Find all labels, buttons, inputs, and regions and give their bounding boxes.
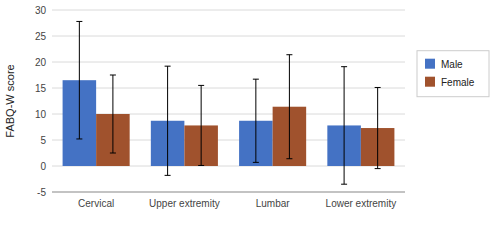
error-bar bbox=[165, 66, 171, 175]
legend-swatch bbox=[425, 59, 435, 69]
x-tick-label: Lower extremity bbox=[326, 198, 397, 209]
x-axis-line bbox=[52, 192, 405, 193]
legend-label: Male bbox=[441, 59, 463, 70]
error-bar bbox=[198, 85, 204, 165]
y-tick-label: 0 bbox=[40, 161, 46, 172]
plot-area bbox=[63, 21, 395, 184]
background bbox=[0, 0, 500, 227]
grid-line bbox=[52, 36, 405, 37]
error-bar bbox=[286, 55, 292, 159]
grid-line bbox=[52, 62, 405, 63]
y-tick-label: 30 bbox=[35, 5, 47, 16]
y-axis: -5 0 5 10 15 20 25 30 bbox=[35, 5, 405, 198]
error-bar bbox=[76, 21, 82, 139]
y-axis-label: FABQ-W score bbox=[4, 64, 16, 137]
y-tick-label: 20 bbox=[35, 57, 47, 68]
y-tick-label: 15 bbox=[35, 83, 47, 94]
y-tick-label: -5 bbox=[37, 187, 46, 198]
x-tick-label: Lumbar bbox=[256, 198, 291, 209]
legend-swatch bbox=[425, 77, 435, 87]
grid-line bbox=[52, 192, 405, 193]
grid-line bbox=[52, 88, 405, 89]
error-bar bbox=[253, 79, 259, 162]
grid-line bbox=[52, 10, 405, 11]
x-tick-label: Cervical bbox=[78, 198, 114, 209]
series bbox=[63, 21, 361, 184]
series bbox=[96, 55, 394, 169]
legend: Male Female bbox=[417, 51, 489, 97]
y-tick-label: 25 bbox=[35, 31, 47, 42]
error-bar bbox=[341, 67, 347, 185]
chart: -5 0 5 10 15 20 25 30 FABQ-W score Cervical Upper … bbox=[0, 0, 500, 227]
error-bar bbox=[110, 75, 116, 153]
error-bar bbox=[375, 87, 381, 168]
legend-label: Female bbox=[441, 77, 475, 88]
y-tick-label: 5 bbox=[40, 135, 46, 146]
x-tick-label: Upper extremity bbox=[149, 198, 220, 209]
legend-frame bbox=[417, 51, 489, 97]
y-tick-label: 10 bbox=[35, 109, 47, 120]
